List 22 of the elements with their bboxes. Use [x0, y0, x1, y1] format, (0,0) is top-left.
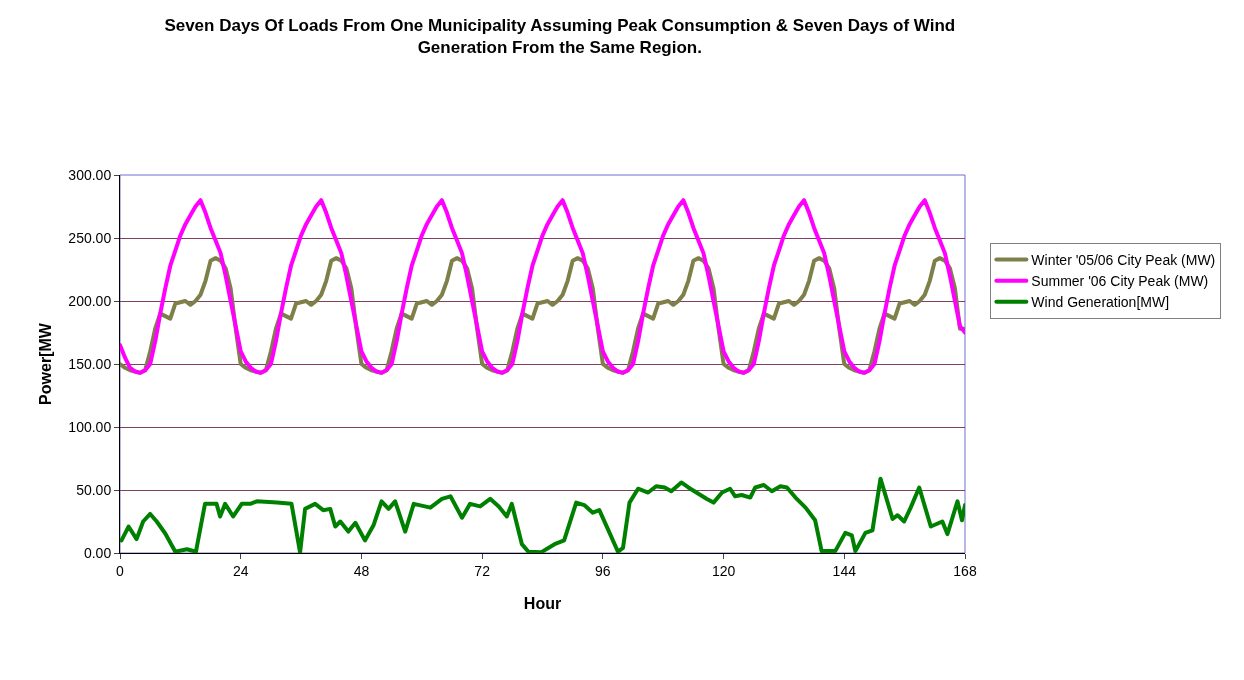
x-tick-label: 48 [353, 562, 370, 579]
x-tick-label: 144 [832, 562, 857, 579]
y-tick-label: 100.00 [68, 418, 112, 435]
x-tick-label: 96 [595, 562, 611, 579]
y-tick-label: 200.00 [68, 292, 112, 309]
legend-label: Summer '06 City Peak (MW) [1031, 273, 1209, 290]
chart-title: Seven Days Of Loads From One Municipality Assuming Peak Consumption & Seven Days of Wind Generation From the Same Region. [164, 15, 956, 57]
x-tick-label: 120 [711, 562, 736, 579]
y-axis-title: Power[MW [37, 322, 55, 405]
y-tick-label: 300.00 [68, 166, 112, 183]
y-tick-label: 150.00 [68, 355, 112, 372]
x-tick-label: 24 [232, 562, 249, 579]
y-tick-label: 0.00 [83, 544, 112, 561]
x-tick-label: 168 [953, 562, 977, 579]
legend-label: Winter '05/06 City Peak (MW) [1031, 251, 1216, 268]
x-tick-label: 72 [474, 562, 491, 579]
x-tick-label: 0 [116, 562, 125, 579]
x-axis-title: Hour [523, 595, 562, 613]
legend-label: Wind Generation[MW] [1031, 294, 1170, 311]
y-tick-label: 50.00 [76, 481, 112, 498]
line-series [120, 198, 965, 375]
y-tick-label: 250.00 [68, 229, 112, 246]
